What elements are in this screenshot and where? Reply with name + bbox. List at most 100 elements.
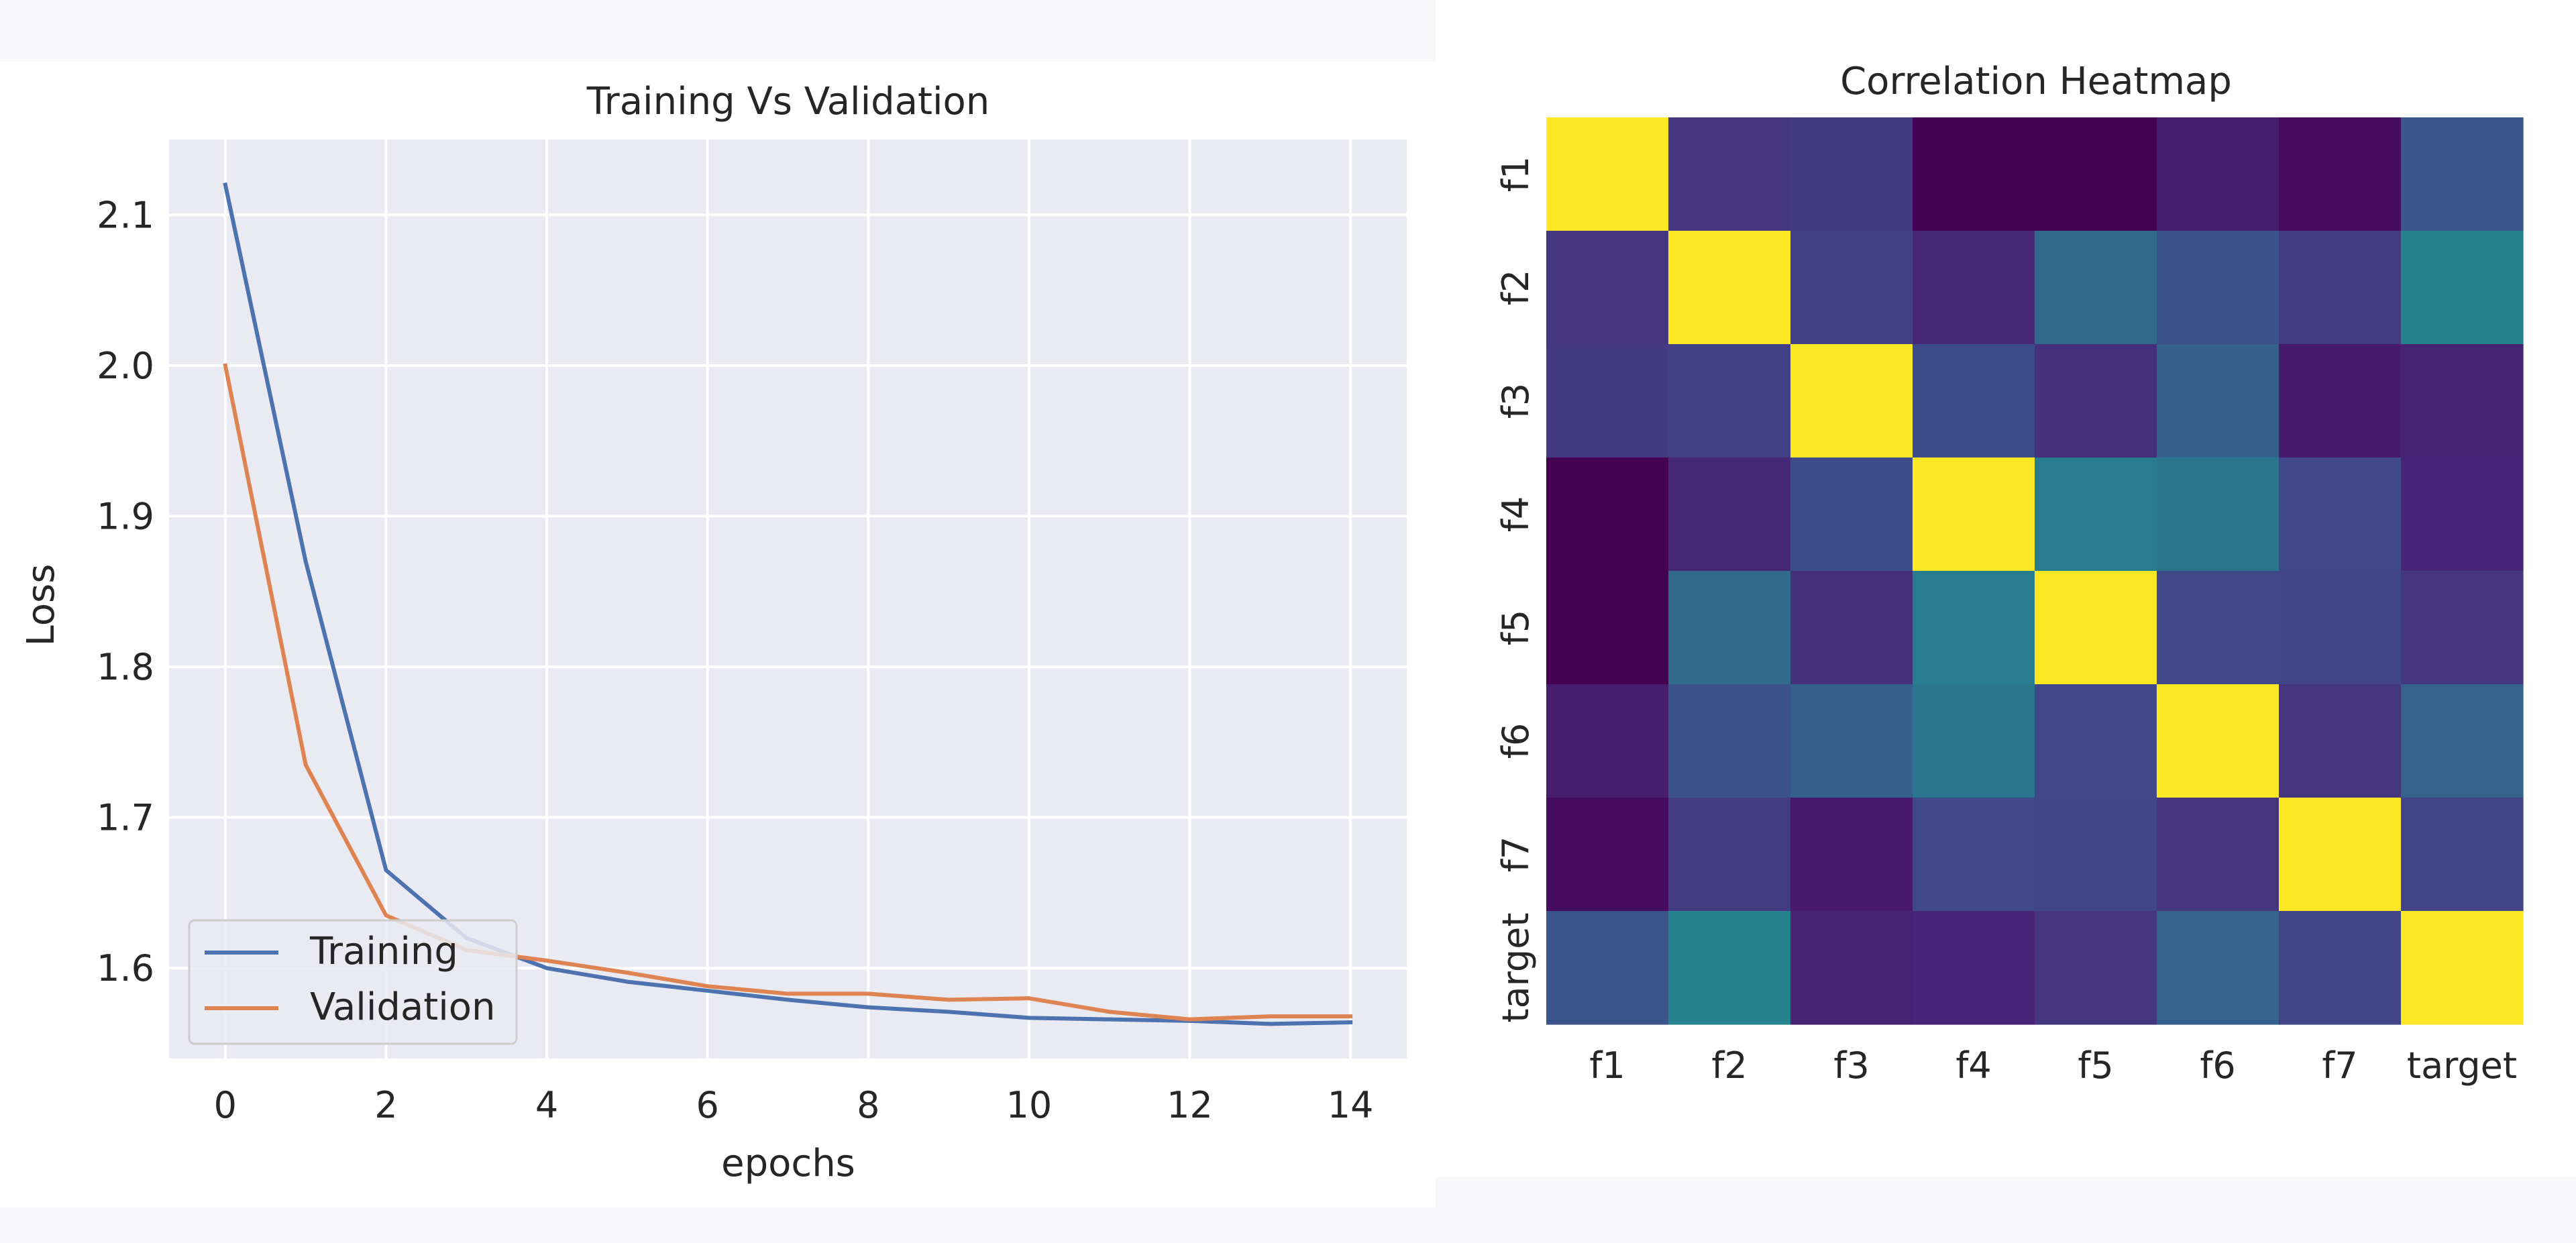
y-tick-label: 2.1 [97,194,154,236]
heatmap-cell [2279,344,2402,458]
line-chart: 0 2 4 6 8 10 12 14 1.6 1.7 1.8 1.9 2.0 2.1 Training … [19,80,1407,1185]
legend: Training Validation [188,919,518,1045]
heatmap-y-label: f2 [1495,270,1537,305]
heatmap-cell [1790,911,1913,1025]
heatmap-title: Correlation Heatmap [1840,60,2232,103]
heatmap-cell [2157,911,2279,1025]
heatmap-x-label: f5 [2078,1044,2113,1087]
y-tick-label: 2.0 [97,345,154,387]
heatmap-cell [2279,798,2402,912]
heatmap-cells [1546,117,2524,1025]
heatmap-y-label: f7 [1495,836,1537,872]
heatmap-cell [2279,684,2402,798]
heatmap-cell [2401,684,2524,798]
heatmap-cell [1668,798,1791,912]
x-tick-labels: 0 2 4 6 8 10 12 14 [214,1084,1374,1126]
x-tick-label: 6 [696,1084,719,1126]
heatmap-cell [1913,344,2035,458]
heatmap-cell [2401,911,2524,1025]
heatmap-cell [2401,571,2524,685]
heatmap-y-label: f1 [1495,156,1537,192]
heatmap-cell [2157,798,2279,912]
x-tick-label: 10 [1006,1084,1053,1126]
heatmap-cell [1668,911,1791,1025]
bottom-right-margin [1436,1177,2576,1243]
heatmap-x-labels: f1 f2 f3 f4 f5 f6 f7 target [1589,1044,2517,1087]
heatmap-cell [1668,457,1791,572]
heatmap-cell [1668,231,1791,345]
heatmap-cell [1913,457,2035,572]
x-tick-label: 4 [535,1084,558,1126]
series-line-training [223,182,1353,1026]
heatmap-cell [2157,571,2279,685]
heatmap-cell [1913,684,2035,798]
heatmap-cell [2035,798,2157,912]
heatmap-cell [2035,457,2157,572]
heatmap-cell [1790,344,1913,458]
heatmap-x-label: f2 [1711,1044,1747,1087]
y-tick-label: 1.9 [97,495,154,537]
legend-label-validation: Validation [310,985,496,1029]
heatmap-cell [2035,684,2157,798]
heatmap-cell [1790,571,1913,685]
heatmap-y-label: target [1495,912,1537,1022]
heatmap-cell [2035,911,2157,1025]
heatmap-cell [2401,457,2524,572]
correlation-heatmap: Correlation Heatmap f1 f2 f3 f4 f5 f6 f7 target… [1495,60,2524,1087]
heatmap-cell [2157,344,2279,458]
heatmap-cell [1913,571,2035,685]
x-tick-label: 2 [374,1084,397,1126]
y-tick-label: 1.7 [97,797,154,839]
heatmap-cell [2279,911,2402,1025]
heatmap-cell [2157,117,2279,231]
heatmap-cell [2401,798,2524,912]
y-axis-label: Loss [19,564,63,647]
heatmap-cell [1546,344,1669,458]
y-tick-label: 1.8 [97,646,154,688]
heatmap-y-label: f6 [1495,723,1537,759]
x-axis-label: epochs [721,1142,855,1185]
heatmap-cell [2279,117,2402,231]
heatmap-cell [2401,231,2524,345]
heatmap-cell [1790,684,1913,798]
heatmap-x-label: f1 [1589,1044,1625,1087]
heatmap-y-label: f5 [1495,610,1537,645]
heatmap-cell [2401,344,2524,458]
heatmap-cell [1790,231,1913,345]
heatmap-cell [1913,231,2035,345]
legend-label-training: Training [309,930,458,973]
chart-title: Training Vs Validation [586,80,990,123]
heatmap-x-label: f3 [1833,1044,1869,1087]
x-tick-label: 0 [214,1084,237,1126]
heatmap-cell [2157,684,2279,798]
plot-area [169,140,1407,1059]
x-tick-label: 14 [1328,1084,1374,1126]
heatmap-cell [1913,117,2035,231]
heatmap-cell [1546,684,1669,798]
heatmap-cell [1913,798,2035,912]
heatmap-y-labels: f1 f2 f3 f4 f5 f6 f7 target [1495,156,1537,1023]
heatmap-cell [1668,571,1791,685]
heatmap-cell [1913,911,2035,1025]
heatmap-cell [1668,117,1791,231]
heatmap-cell [2401,117,2524,231]
heatmap-cell [2035,117,2157,231]
heatmap-cell [2157,231,2279,345]
heatmap-cell [1790,457,1913,572]
heatmap-cell [1546,457,1669,572]
heatmap-cell [1668,344,1791,458]
heatmap-cell [2279,457,2402,572]
heatmap-cell [1546,231,1669,345]
y-tick-labels: 1.6 1.7 1.8 1.9 2.0 2.1 [97,194,154,989]
heatmap-cell [2035,344,2157,458]
heatmap-y-label: f4 [1495,496,1537,532]
gridlines [169,140,1407,1059]
heatmap-x-label: f4 [1955,1044,1991,1087]
heatmap-cell [1546,911,1669,1025]
heatmap-cell [2157,457,2279,572]
heatmap-cell [1546,798,1669,912]
y-tick-label: 1.6 [97,947,154,989]
heatmap-cell [1546,117,1669,231]
heatmap-x-label: f7 [2322,1044,2357,1087]
